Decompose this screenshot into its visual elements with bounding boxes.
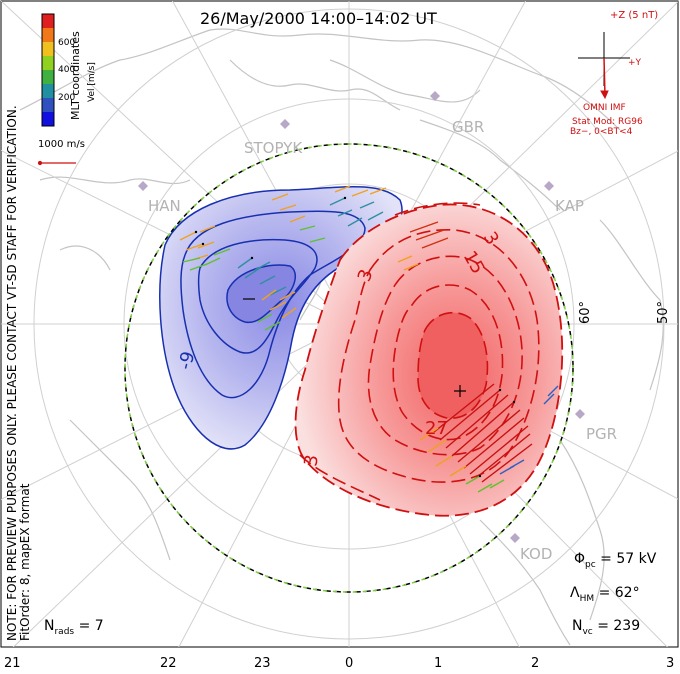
vector-origins: [194, 196, 516, 478]
colorbar-swatch: [42, 84, 54, 98]
nrads-sub: rads: [54, 627, 75, 637]
nrads-symbol: N: [44, 618, 55, 634]
colorbar-frame: [41, 13, 55, 127]
lambda-symbol: Λ: [570, 585, 580, 601]
imf-source: OMNI IMF: [583, 103, 626, 113]
radar-label-pgr: PGR: [586, 425, 618, 443]
potential-extrema: [243, 298, 466, 397]
phi-symbol: Φ: [574, 551, 586, 567]
mlt-tick-22: 22: [160, 656, 177, 671]
colorbar-tick-400: 400: [58, 65, 76, 75]
bz-condition: Bz−, 0<BT<4: [570, 127, 633, 137]
nrads-value: = 7: [78, 618, 104, 634]
nvc-value: = 239: [597, 618, 641, 634]
contour-label-27: 27: [425, 418, 448, 439]
mlt-tick-21: 21: [4, 656, 21, 671]
mlt-tick-23: 23: [254, 656, 271, 671]
scale-vector: [37, 160, 76, 166]
radar-label-kod: KOD: [520, 545, 553, 563]
radar-markers: [138, 91, 585, 543]
lambda-sub: HM: [579, 594, 595, 604]
scale-vector-label: 1000 m/s: [38, 139, 85, 150]
preview-note: NOTE: FOR PREVIEW PURPOSES ONLY. PLEASE …: [5, 105, 32, 641]
colorbar-title: Vel [m/s]: [87, 62, 97, 102]
mlt-tick-1: 1: [434, 656, 443, 671]
radar-label-gbr: GBR: [452, 118, 485, 136]
colorbar-swatch: [42, 28, 54, 42]
stat-model: Stat Mod: RG96: [572, 117, 643, 127]
colorbar-tick-200: 200: [58, 93, 76, 103]
vector-count: Nvc = 239: [572, 618, 640, 637]
colorbar-swatch: [42, 98, 54, 112]
colorbar-tick-600: 600: [58, 38, 76, 48]
colorbar-swatch: [42, 112, 54, 126]
radar-label-kap: KAP: [555, 197, 584, 215]
nvc-sub: vc: [582, 627, 593, 637]
imf-scale-label: +Z (5 nT): [610, 10, 659, 21]
nvc-symbol: N: [572, 618, 583, 634]
colorbar-swatch: [42, 56, 54, 70]
latitude-label-60: 60°: [578, 300, 593, 324]
lambda-value: = 62°: [598, 585, 640, 601]
velocity-vectors: [179, 185, 559, 493]
dawn-cell: [294, 202, 564, 517]
radar-label-stopyk: STOPYK: [244, 139, 303, 157]
colorbar-swatch: [42, 14, 54, 28]
phi-value: = 57 kV: [600, 551, 657, 567]
map-title: 26/May/2000 14:00–14:02 UT: [200, 9, 437, 28]
note-line-2: FitOrder: 8, mapEX format: [18, 483, 32, 641]
cross-polar-potential: Φpc = 57 kV: [574, 551, 656, 570]
radar-label-han: HAN: [148, 197, 181, 215]
mlt-tick-0: 0: [345, 656, 354, 671]
latitude-label-50: 50°: [656, 300, 671, 324]
radar-count: Nrads = 7: [44, 618, 104, 637]
imf-y-label: +Y: [628, 58, 642, 68]
imf-dial: [578, 32, 630, 100]
hm-latitude: ΛHM = 62°: [570, 585, 640, 604]
phi-sub: pc: [585, 560, 596, 570]
mlt-tick-2: 2: [531, 656, 540, 671]
colorbar-swatch: [42, 42, 54, 56]
mlt-tick-3: 3: [666, 656, 675, 671]
colorbar-swatch: [42, 70, 54, 84]
velocity-colorbar: [41, 13, 55, 127]
